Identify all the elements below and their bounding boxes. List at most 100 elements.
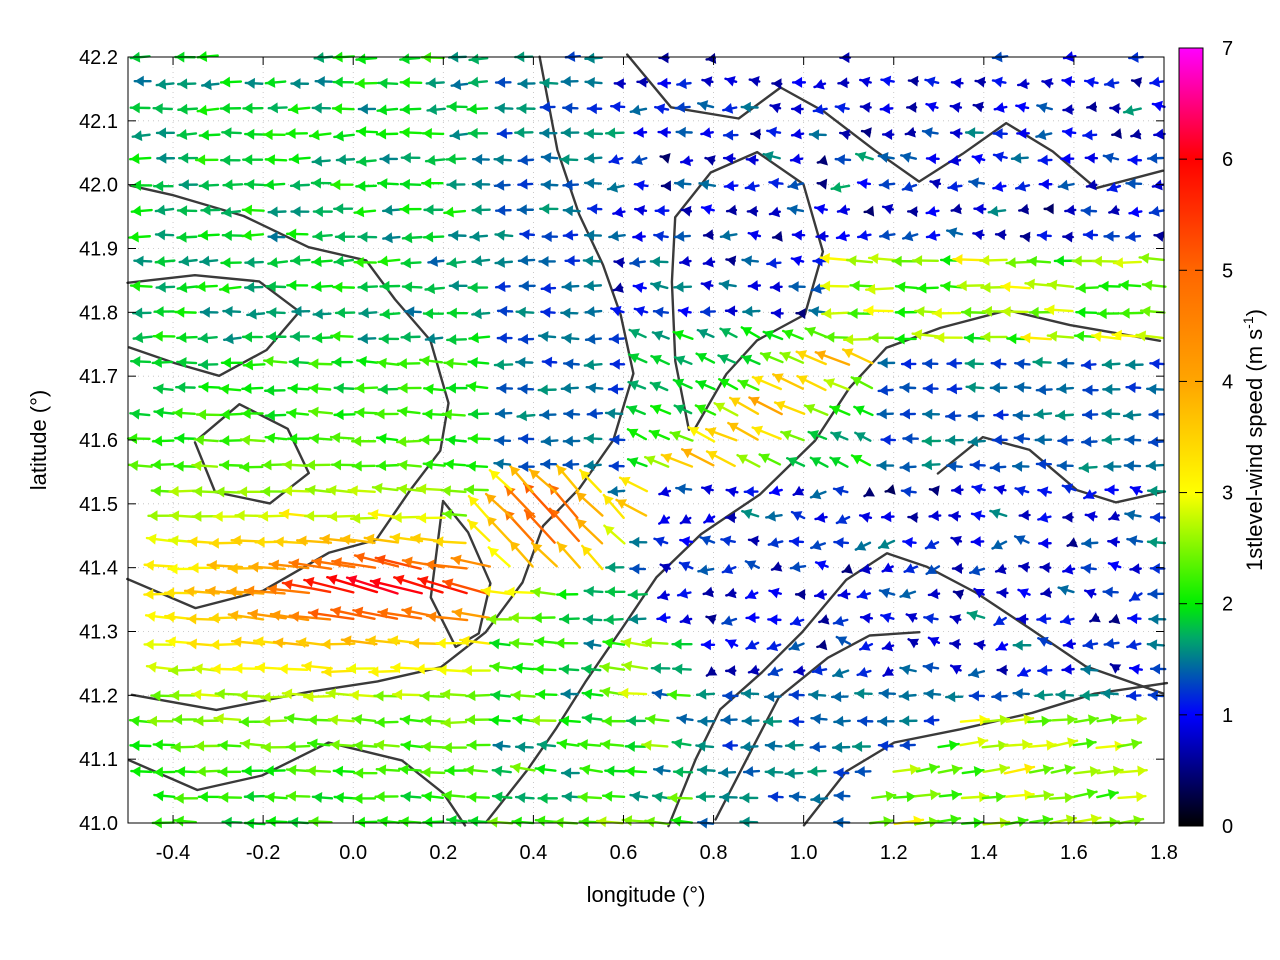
wind-vector	[1116, 738, 1143, 750]
wind-vector	[1037, 154, 1053, 166]
wind-vector-head	[400, 53, 410, 65]
wind-vector-head	[580, 764, 591, 776]
wind-vector-head	[791, 255, 802, 267]
wind-vector-head	[783, 329, 794, 340]
colorbar	[1178, 47, 1204, 827]
wind-vector-head	[860, 101, 871, 113]
wind-vector	[354, 382, 379, 394]
wind-vector	[260, 691, 289, 703]
wind-vector-head	[376, 764, 387, 776]
wind-vector	[650, 280, 669, 292]
wind-vector-head	[880, 229, 890, 241]
wind-vector-head	[808, 430, 820, 441]
wind-vector-head	[992, 434, 1002, 446]
wind-vector	[1149, 358, 1165, 370]
wind-vector	[400, 152, 421, 164]
wind-vector-head	[967, 610, 978, 621]
wind-vector	[856, 715, 874, 727]
wind-vector-head	[421, 766, 431, 778]
wind-vector-head	[895, 333, 905, 345]
wind-vector	[241, 765, 264, 777]
wind-vector	[374, 408, 399, 420]
wind-vector	[697, 715, 716, 727]
wind-vector-head	[880, 178, 890, 190]
wind-vector	[1005, 713, 1035, 725]
wind-vector-head	[999, 763, 1009, 775]
wind-vector-head	[561, 127, 571, 139]
wind-vector	[536, 739, 557, 751]
wind-vector-head	[291, 179, 301, 191]
wind-vector-head	[1150, 562, 1160, 574]
wind-vector-head	[559, 663, 570, 675]
wind-vector	[722, 739, 739, 751]
wind-vector-head	[564, 408, 574, 420]
wind-vector-head	[878, 151, 889, 163]
wind-vector-head	[357, 155, 367, 167]
wind-vector-head	[541, 282, 552, 294]
wind-vector	[904, 126, 916, 138]
wind-vector-head	[336, 154, 347, 166]
wind-vector-head	[878, 357, 888, 369]
wind-vector	[377, 255, 401, 267]
wind-vector	[177, 152, 199, 164]
wind-vector-head	[494, 458, 504, 470]
wind-vector-head	[156, 127, 167, 139]
wind-vector-head	[490, 638, 500, 650]
wind-vector-head	[718, 353, 729, 365]
wind-vector-head	[179, 255, 190, 267]
wind-vector	[391, 689, 421, 701]
wind-vector-head	[780, 351, 792, 362]
wind-vector-head	[771, 307, 782, 319]
wind-vector	[304, 484, 332, 496]
wind-vector-head	[169, 664, 179, 676]
wind-vector-head	[908, 75, 919, 87]
wind-vector	[671, 663, 692, 675]
wind-vector-head	[892, 255, 902, 267]
wind-vector	[1103, 638, 1120, 649]
wind-vector-head	[340, 534, 351, 546]
wind-vector-head	[706, 614, 717, 625]
wind-vector-head	[895, 306, 905, 318]
wind-vector	[1061, 483, 1077, 494]
wind-vector	[195, 409, 221, 421]
wind-vector	[212, 511, 242, 523]
wind-vector-head	[993, 181, 1004, 192]
wind-vector-head	[308, 383, 319, 394]
wind-vector-head	[441, 717, 451, 729]
wind-vector	[417, 575, 468, 595]
wind-vector	[155, 127, 175, 139]
wind-vector	[303, 510, 333, 522]
wind-vector	[968, 667, 986, 679]
wind-vector-head	[132, 130, 143, 142]
wind-vector-head	[540, 409, 550, 421]
wind-vector-head	[352, 435, 362, 447]
wind-vector	[420, 766, 446, 778]
wind-vector	[259, 485, 286, 497]
wind-vector	[931, 307, 962, 319]
wind-vector-head	[765, 766, 775, 778]
wind-vector	[813, 589, 828, 600]
wind-vector-head	[563, 179, 573, 191]
wind-vector	[400, 331, 421, 343]
wind-vector	[1149, 663, 1167, 675]
wind-vector	[168, 510, 197, 522]
wind-vector	[995, 640, 1009, 652]
wind-vector-head	[810, 457, 822, 467]
wind-vector-head	[695, 404, 707, 415]
wind-vector-head	[1064, 792, 1074, 804]
wind-vector-head	[584, 128, 595, 140]
wind-vector-head	[878, 715, 888, 727]
wind-vector	[856, 178, 872, 190]
wind-vector-head	[255, 662, 266, 674]
wind-vector	[467, 519, 491, 543]
wind-vector	[446, 101, 468, 113]
axis-ticks: -0.4 -0.2 0.0 0.2 0.4 0.6 0.8 1.0 1.2 1.4 1.6 1.841…	[79, 47, 1178, 864]
wind-vector	[1083, 76, 1099, 88]
wind-vector	[355, 180, 378, 192]
wind-vector-head	[1036, 458, 1046, 470]
wind-vector	[626, 457, 648, 468]
wind-vector	[925, 564, 941, 576]
wind-vector-head	[620, 476, 631, 487]
wind-vector	[721, 615, 738, 626]
wind-vector-head	[1058, 179, 1069, 191]
